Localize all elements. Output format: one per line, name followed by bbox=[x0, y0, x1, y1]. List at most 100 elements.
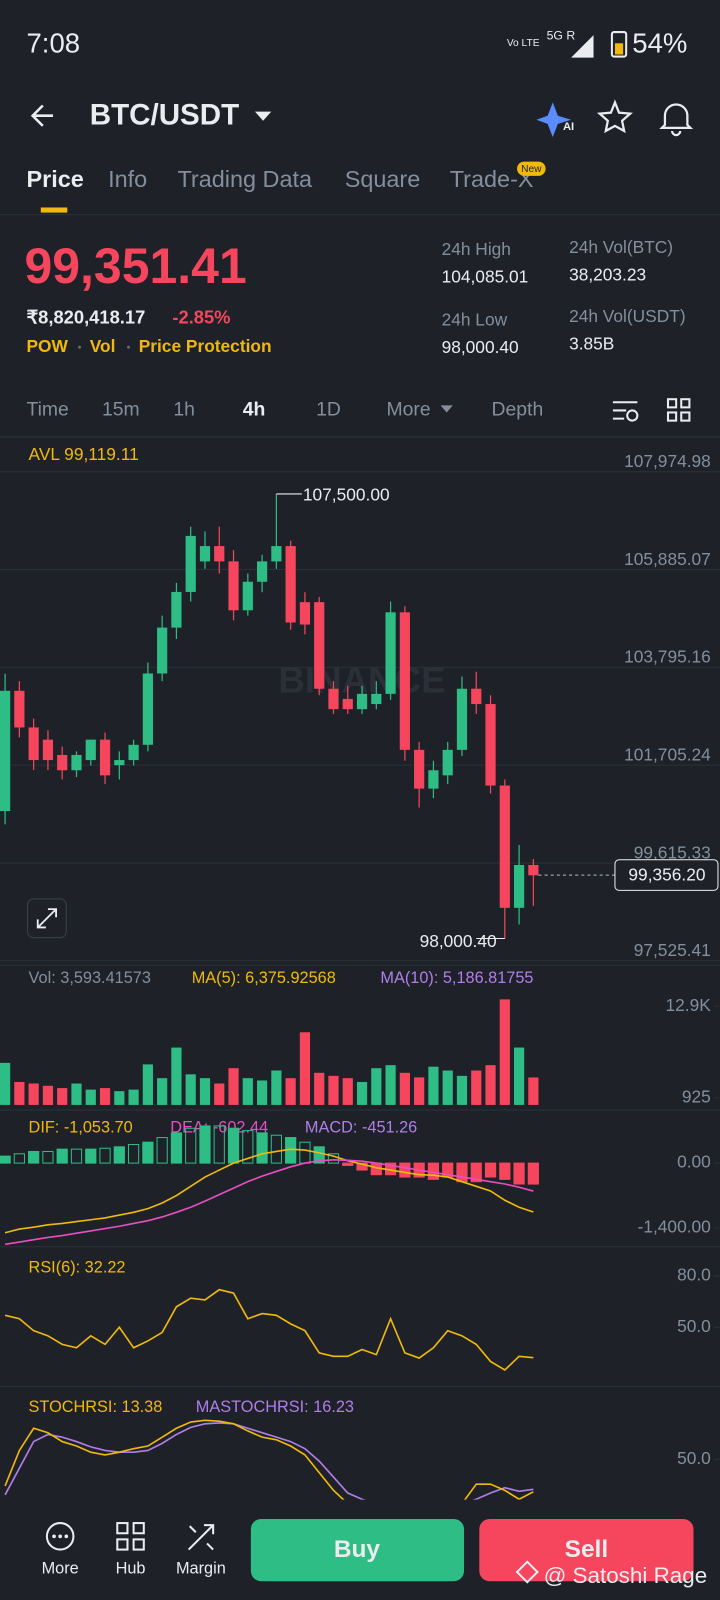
volume-bar bbox=[199, 1078, 211, 1105]
nav-label[interactable]: More bbox=[42, 1559, 79, 1577]
volume-legend: Vol: 3,593.41573 bbox=[29, 969, 151, 987]
interval[interactable]: More bbox=[387, 399, 431, 421]
interval[interactable]: 1D bbox=[316, 399, 341, 421]
macd-bar bbox=[156, 1137, 168, 1164]
candle-body bbox=[0, 690, 11, 812]
status-time: 7:08 bbox=[27, 28, 81, 59]
battery-icon bbox=[610, 31, 628, 58]
stat-value: 3.85B bbox=[569, 334, 614, 354]
volume-bar bbox=[228, 1068, 239, 1105]
sell-label[interactable]: Sell bbox=[565, 1536, 609, 1563]
y-tick-label: 103,795.16 bbox=[624, 647, 711, 667]
more-caret[interactable] bbox=[440, 405, 453, 413]
volume-bar bbox=[185, 1074, 196, 1105]
candle-body bbox=[99, 739, 111, 776]
candle-body bbox=[157, 627, 168, 674]
rsi-line bbox=[4, 1288, 534, 1372]
tag[interactable]: Vol bbox=[90, 336, 116, 356]
back-button[interactable] bbox=[30, 104, 54, 127]
indicator-settings[interactable] bbox=[612, 401, 639, 422]
more-icon-dot[interactable] bbox=[64, 1534, 69, 1539]
tab[interactable]: Trading Data bbox=[177, 166, 313, 192]
dif-line bbox=[4, 1148, 534, 1234]
y-tick-label: 105,885.07 bbox=[624, 549, 711, 569]
tag[interactable]: POW bbox=[27, 336, 69, 356]
tab[interactable]: Square bbox=[345, 166, 421, 192]
more-icon-dot[interactable] bbox=[52, 1534, 56, 1539]
hub-icon[interactable] bbox=[116, 1522, 145, 1551]
volume-bar bbox=[414, 1077, 425, 1105]
macd-bar bbox=[313, 1146, 325, 1164]
buy-label[interactable]: Buy bbox=[334, 1536, 381, 1563]
interval[interactable]: Time bbox=[27, 399, 69, 421]
y-tick-label: -1,400.00 bbox=[638, 1217, 711, 1237]
volume-bar bbox=[0, 1062, 11, 1105]
nav-label[interactable]: Margin bbox=[176, 1559, 226, 1577]
volume-bar bbox=[85, 1089, 96, 1105]
fullscreen-icon[interactable] bbox=[36, 908, 58, 929]
candle-body bbox=[142, 673, 153, 745]
candle-body bbox=[513, 864, 525, 908]
candle-body bbox=[214, 546, 225, 562]
tag[interactable]: Price Protection bbox=[139, 336, 272, 356]
favorite-button[interactable] bbox=[596, 99, 633, 134]
candle-body bbox=[85, 739, 96, 761]
interval[interactable]: Depth bbox=[492, 399, 544, 421]
macd-bar bbox=[213, 1125, 225, 1164]
candle-body bbox=[171, 591, 182, 628]
alert-button[interactable] bbox=[659, 103, 694, 137]
credit-watermark: @ Satoshi Rage bbox=[544, 1563, 708, 1588]
volume-legend: MA(10): 5,186.81755 bbox=[380, 969, 533, 987]
tab[interactable]: Price bbox=[27, 166, 84, 192]
macd-bar bbox=[227, 1127, 240, 1164]
stat-label: 24h Vol(BTC) bbox=[569, 237, 673, 257]
stat-label: 24h Low bbox=[442, 309, 508, 329]
margin-icon[interactable] bbox=[187, 1524, 215, 1551]
sell-button[interactable] bbox=[479, 1518, 694, 1582]
macd-bar bbox=[113, 1146, 125, 1164]
pair-title[interactable]: BTC/USDT bbox=[90, 99, 239, 132]
candle-body bbox=[471, 688, 482, 705]
stochrsi-legend: MASTOCHRSI: 16.23 bbox=[196, 1398, 354, 1416]
nav-label[interactable]: Hub bbox=[116, 1559, 146, 1577]
tab[interactable]: Info bbox=[108, 166, 147, 192]
watermark-icon bbox=[515, 1560, 539, 1584]
candle-body bbox=[528, 864, 539, 876]
volume-bar bbox=[99, 1088, 111, 1105]
macd-bar bbox=[70, 1148, 83, 1164]
macd-bar bbox=[499, 1162, 511, 1180]
ai-icon[interactable] bbox=[536, 102, 572, 138]
volume-bar bbox=[513, 1047, 525, 1105]
volume-bar bbox=[256, 1080, 268, 1105]
battery-level bbox=[614, 43, 624, 55]
interval[interactable]: 1h bbox=[173, 399, 195, 421]
stat-label: 24h High bbox=[442, 239, 511, 259]
pair-caret[interactable] bbox=[254, 111, 272, 121]
layout-button[interactable] bbox=[666, 398, 691, 422]
macd-legend: DEA: -602.44 bbox=[170, 1119, 268, 1137]
interval[interactable]: 15m bbox=[102, 399, 140, 421]
rsi-legend: RSI(6): 32.22 bbox=[29, 1258, 126, 1276]
volume-bar bbox=[171, 1047, 182, 1105]
stat-value: 98,000.40 bbox=[442, 337, 519, 357]
volume-bar bbox=[242, 1078, 253, 1105]
volume-bar bbox=[285, 1078, 296, 1105]
macd-bar bbox=[270, 1134, 282, 1164]
more-icon-dot[interactable] bbox=[58, 1534, 63, 1539]
macd-bar bbox=[256, 1132, 268, 1164]
ai-label[interactable]: AI bbox=[563, 121, 574, 133]
more-icon[interactable] bbox=[45, 1522, 75, 1551]
stat-value: 38,203.23 bbox=[569, 264, 646, 284]
volume-bar bbox=[214, 1083, 225, 1105]
y-tick-label: 80.0 bbox=[677, 1265, 711, 1285]
macd-bar bbox=[470, 1162, 482, 1183]
candle-body bbox=[456, 688, 468, 750]
macd-bar bbox=[56, 1148, 68, 1164]
buy-button[interactable] bbox=[250, 1518, 465, 1582]
candle-body bbox=[71, 754, 82, 771]
interval-active[interactable]: 4h bbox=[243, 399, 266, 421]
volume-bar bbox=[114, 1091, 125, 1105]
candle-body bbox=[314, 602, 325, 689]
candle-body bbox=[342, 698, 353, 710]
volume-bar bbox=[499, 999, 510, 1105]
